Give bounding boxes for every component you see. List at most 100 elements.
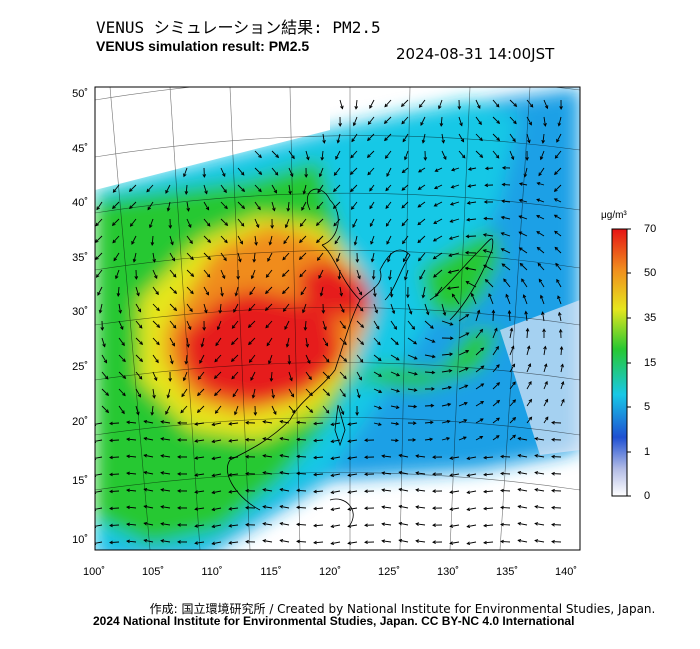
wind-arrow xyxy=(169,269,177,278)
wind-arrowhead xyxy=(109,489,113,494)
wind-arrow xyxy=(387,252,392,262)
wind-arrow xyxy=(483,524,494,527)
wind-arrowhead xyxy=(289,377,293,382)
wind-arrowhead xyxy=(513,120,517,125)
wind-arrow xyxy=(318,269,324,279)
wind-arrow xyxy=(215,405,222,414)
wind-arrow xyxy=(435,167,443,172)
wind-arrowhead xyxy=(189,240,193,245)
wind-arrow xyxy=(434,201,443,207)
wind-arrow xyxy=(183,167,188,177)
wind-arrow xyxy=(95,422,103,425)
wind-arrow xyxy=(220,167,226,177)
wind-arrowhead xyxy=(160,505,165,509)
wind-arrowhead xyxy=(466,201,471,205)
wind-arrowhead xyxy=(245,522,249,527)
wind-arrow xyxy=(280,539,290,543)
wind-arrowhead xyxy=(488,293,492,298)
wind-arrowhead xyxy=(319,292,324,297)
wind-arrow xyxy=(109,439,120,442)
wind-arrowhead xyxy=(421,294,426,299)
wind-arrowhead xyxy=(381,522,386,526)
wind-arrowhead xyxy=(228,490,233,494)
wind-arrowhead xyxy=(282,290,286,295)
wind-arrowhead xyxy=(335,156,339,160)
wind-arrowhead xyxy=(495,435,500,439)
wind-arrowhead xyxy=(333,188,337,193)
wind-arrow xyxy=(186,286,194,294)
wind-arrow xyxy=(424,337,435,343)
wind-arrowhead xyxy=(194,422,199,426)
wind-arrowhead xyxy=(223,189,227,194)
wind-arrowhead xyxy=(551,420,555,425)
wind-arrowhead xyxy=(353,241,358,246)
wind-arrowhead xyxy=(464,384,469,389)
wind-arrow xyxy=(130,218,137,227)
wind-arrowhead xyxy=(315,222,320,226)
wind-arrow xyxy=(417,235,426,243)
wind-arrowhead xyxy=(313,438,317,443)
wind-arrowhead xyxy=(389,293,394,298)
wind-arrowhead xyxy=(313,506,317,511)
wind-arrow xyxy=(402,133,409,142)
wind-arrowhead xyxy=(228,524,233,528)
wind-arrow xyxy=(448,252,460,257)
wind-arrow xyxy=(271,405,277,415)
wind-arrowhead xyxy=(234,292,239,297)
wind-arrowhead xyxy=(303,327,308,331)
wind-arrow xyxy=(407,303,412,315)
wind-arrow xyxy=(385,201,392,209)
wind-arrowhead xyxy=(215,342,219,347)
wind-arrow xyxy=(537,247,545,254)
wind-arrowhead xyxy=(165,411,169,415)
wind-arrow xyxy=(558,116,562,126)
wind-arrow xyxy=(339,99,343,109)
wind-arrowhead xyxy=(512,416,517,421)
wind-arrowhead xyxy=(211,473,216,478)
wind-arrowhead xyxy=(359,307,364,312)
wind-arrow xyxy=(152,320,160,328)
wind-arrow xyxy=(263,523,273,526)
wind-arrowhead xyxy=(296,437,300,442)
wind-arrow xyxy=(416,489,426,492)
wind-arrowhead xyxy=(272,207,276,212)
wind-arrow xyxy=(96,201,103,210)
wind-arrow xyxy=(254,150,262,158)
wind-arrow xyxy=(113,184,120,193)
wind-arrowhead xyxy=(415,539,420,543)
wind-arrow xyxy=(475,418,484,424)
wind-arrow xyxy=(509,133,516,142)
wind-arrowhead xyxy=(406,294,410,299)
wind-vectors xyxy=(95,99,565,546)
lat-tick: 20˚ xyxy=(72,416,88,428)
copyright-line: 2024 National Institute for Environmenta… xyxy=(93,614,575,628)
wind-arrow xyxy=(350,167,358,175)
wind-arrow xyxy=(263,421,273,424)
wind-arrow xyxy=(543,381,548,390)
wind-arrowhead xyxy=(205,291,209,296)
wind-arrow xyxy=(203,201,209,210)
wind-arrow xyxy=(367,150,375,158)
wind-arrow xyxy=(144,471,154,475)
wind-arrow xyxy=(416,455,426,458)
wind-arrow xyxy=(356,354,364,363)
wind-arrowhead xyxy=(245,420,249,425)
wind-arrow xyxy=(382,489,392,492)
wind-arrow xyxy=(384,116,392,124)
wind-arrow xyxy=(447,286,460,289)
wind-arrowhead xyxy=(449,336,454,341)
wind-arrowhead xyxy=(156,324,161,328)
wind-arrow xyxy=(263,438,273,441)
wind-arrow xyxy=(237,201,245,209)
wind-arrow xyxy=(402,235,409,244)
wind-arrow xyxy=(450,473,460,476)
wind-arrowhead xyxy=(168,225,173,229)
wind-arrowhead xyxy=(211,422,216,427)
wind-arrowhead xyxy=(336,139,341,144)
wind-arrow xyxy=(560,364,564,373)
wind-arrowhead xyxy=(378,389,383,393)
wind-arrow xyxy=(441,403,451,407)
wind-arrowhead xyxy=(366,154,371,158)
wind-arrow xyxy=(502,183,511,186)
